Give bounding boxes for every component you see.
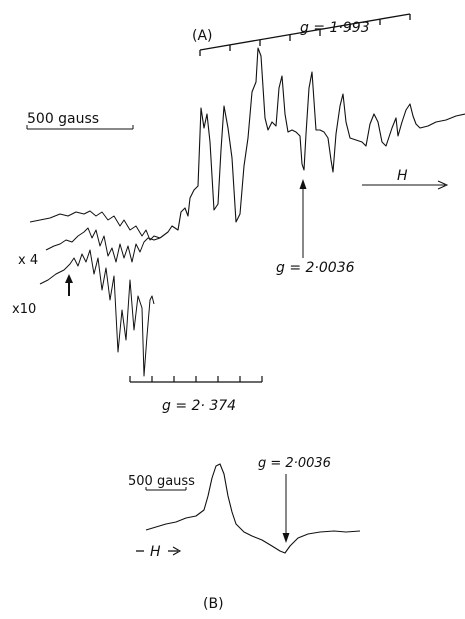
scale-bar-label-b: 500 gauss bbox=[128, 474, 195, 489]
scale-bar-a bbox=[26, 125, 134, 130]
panel-b-trace bbox=[145, 463, 361, 554]
g-top-label: g = 1·993 bbox=[300, 20, 370, 36]
g-center-arrow-b bbox=[282, 474, 290, 543]
gain-x4-label: x 4 bbox=[18, 253, 38, 268]
g-center-arrow-a bbox=[299, 179, 307, 258]
trace-x10 bbox=[39, 249, 155, 377]
field-arrow-b bbox=[136, 546, 182, 556]
panel-a-label: (A) bbox=[192, 28, 213, 44]
field-label-a: H bbox=[397, 168, 408, 184]
scale-bar-label-a: 500 gauss bbox=[27, 111, 99, 127]
trace-upper bbox=[29, 210, 161, 241]
main-trace bbox=[159, 47, 465, 239]
g-center-label-b: g = 2·0036 bbox=[258, 456, 331, 471]
panel-a: g = 1·993 (A) 500 gauss x 4 x10 g = 2·00… bbox=[12, 13, 465, 414]
panel-b-label: (B) bbox=[203, 596, 224, 612]
scale-bar-b bbox=[145, 487, 187, 491]
bottom-stick-scale bbox=[129, 376, 263, 383]
top-stick-scale bbox=[199, 13, 411, 56]
field-label-b: H bbox=[150, 544, 161, 560]
trace-x4 bbox=[45, 227, 161, 263]
panel-b: 500 gauss g = 2·0036 H (B) bbox=[128, 456, 361, 612]
gain-x10-label: x10 bbox=[12, 302, 36, 317]
g-bottom-label: g = 2· 374 bbox=[162, 398, 236, 414]
field-arrow-a bbox=[362, 180, 449, 190]
marker-arrow-x10 bbox=[65, 274, 73, 296]
g-center-label-a: g = 2·0036 bbox=[276, 260, 355, 276]
